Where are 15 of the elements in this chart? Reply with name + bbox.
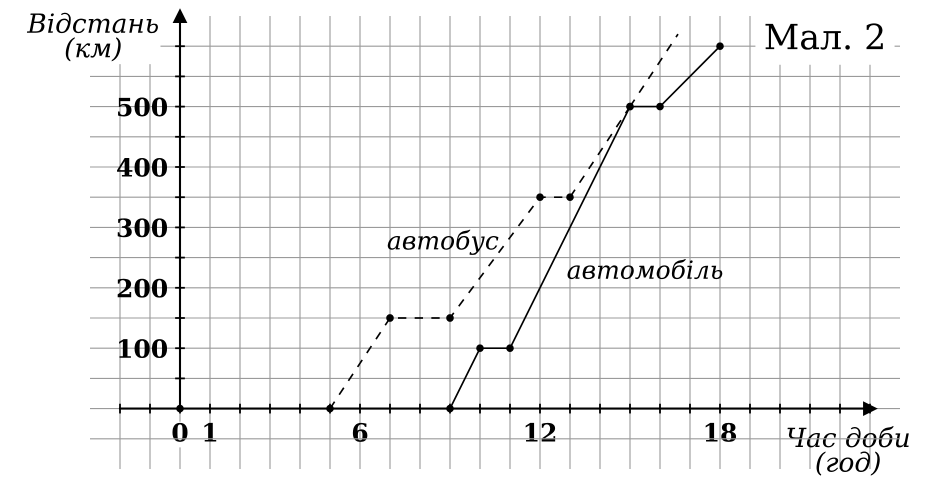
series-label: автобус — [388, 230, 498, 255]
y-tick-label: 200 — [118, 278, 168, 298]
y-tick-label: 500 — [118, 98, 168, 116]
y-axis-title: Відстань (км) — [26, 12, 158, 62]
chart-title: Мал. 2 — [765, 23, 883, 50]
x-tick-label: 18 — [706, 422, 736, 442]
x-tick-label: 1 — [204, 422, 216, 442]
series-label: автомобіль — [568, 259, 722, 280]
x-tick-label: 12 — [526, 422, 556, 442]
x-tick-label: 6 — [352, 422, 368, 442]
y-tick-label: 400 — [117, 158, 168, 177]
x-axis-title: Час доби (год) — [788, 426, 909, 476]
x-tick-label: 0 — [172, 422, 188, 442]
y-tick-label: 300 — [118, 218, 168, 238]
y-tick-label: 100 — [119, 339, 168, 358]
